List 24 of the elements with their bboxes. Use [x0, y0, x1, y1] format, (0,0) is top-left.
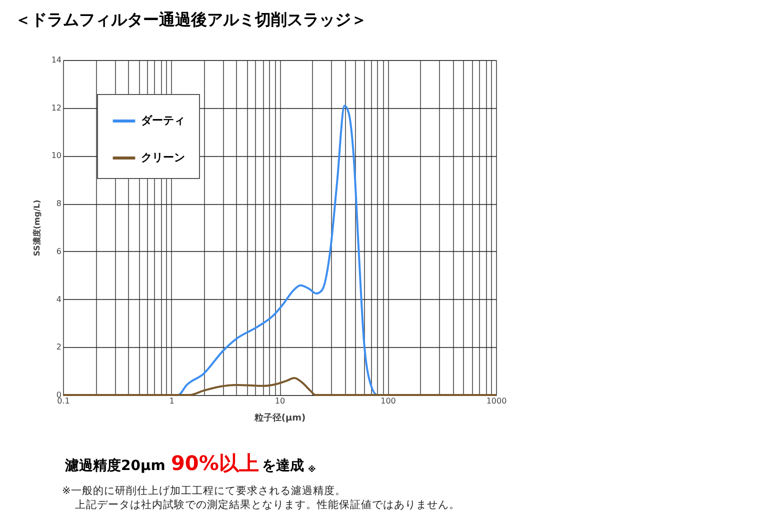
x-tick-label: 1000	[486, 396, 507, 406]
legend-label: ダーティ	[141, 114, 185, 127]
y-tick-label: 2	[56, 342, 62, 352]
y-tick-label: 12	[51, 103, 62, 112]
y-axis-title: SS濃度(mg/L)	[31, 200, 42, 256]
text: ※	[308, 465, 316, 474]
chart-title: ＜ドラムフィルター通過後アルミ切削スラッジ＞	[14, 10, 367, 29]
y-tick-label: 0	[56, 390, 62, 400]
x-tick-label: 1	[169, 396, 174, 406]
text: 濾過精度20μm	[64, 457, 166, 474]
x-tick-label: 0.1	[57, 396, 70, 406]
y-tick-label: 4	[56, 294, 62, 304]
text: を達成	[262, 458, 304, 474]
x-tick-label: 10	[274, 396, 286, 406]
y-tick-label: 14	[51, 56, 62, 64]
text: 90%以上	[171, 451, 259, 475]
legend-label: クリーン	[141, 151, 185, 164]
y-tick-label: 8	[56, 199, 62, 208]
x-tick-label: 100	[380, 396, 396, 406]
y-tick-label: 6	[56, 246, 62, 256]
text: ※一般的に研削仕上げ加工工程にて要求される濾過精度。	[62, 484, 346, 497]
x-axis-title: 粒子径(μm)	[253, 412, 306, 424]
y-tick-label: 10	[51, 151, 62, 160]
text: 上記データは社内試験での測定結果となります。性能保証値ではありません。	[75, 498, 460, 511]
